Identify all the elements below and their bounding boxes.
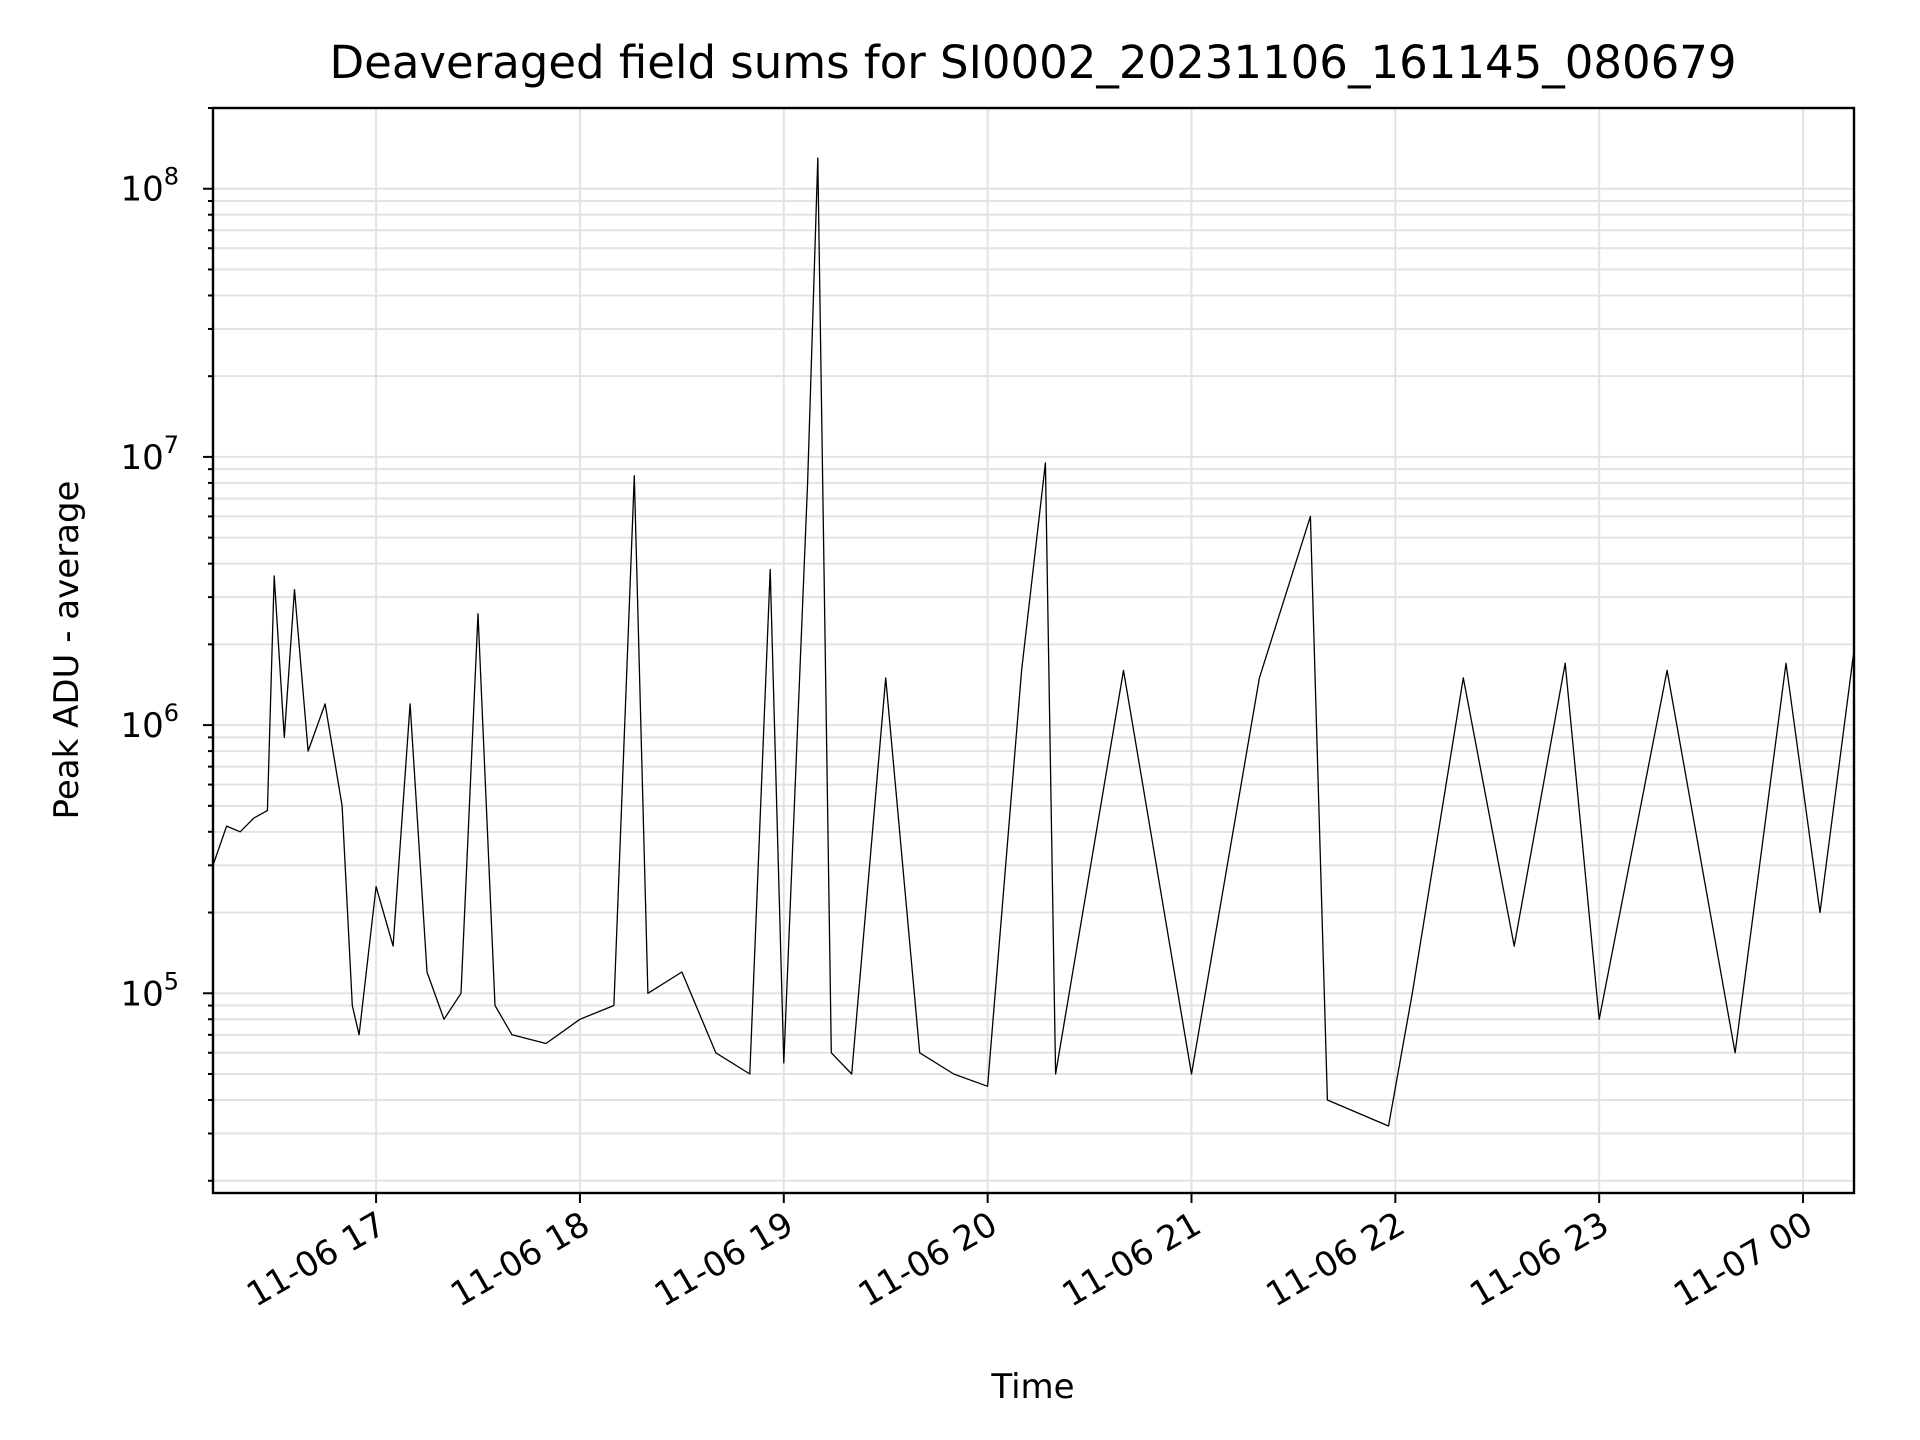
plot-frame: [211, 106, 1856, 1195]
x-tick-label: 11-06 18: [444, 1204, 596, 1315]
y-tick-label: 108: [120, 163, 179, 210]
y-axis-label: Peak ADU - average: [47, 481, 87, 820]
x-tick-label: 11-06 21: [1056, 1204, 1208, 1315]
x-tick-label: 11-06 23: [1463, 1204, 1615, 1315]
x-axis-label: Time: [990, 1367, 1074, 1407]
y-tick-label: 105: [120, 967, 179, 1014]
series-line: [212, 157, 1855, 1127]
grid-lines: [213, 107, 1854, 1193]
x-tick-label: 11-06 20: [852, 1204, 1004, 1315]
y-tick-label: 106: [120, 699, 179, 746]
x-tick-label: 11-07 00: [1667, 1204, 1819, 1315]
chart-title: Deaveraged field sums for SI0002_2023110…: [329, 36, 1736, 89]
x-tick-label: 11-06 22: [1259, 1204, 1411, 1315]
x-tick-label: 11-06 19: [648, 1204, 800, 1315]
y-tick-label: 107: [120, 431, 179, 478]
x-tick-label: 11-06 17: [240, 1204, 392, 1315]
